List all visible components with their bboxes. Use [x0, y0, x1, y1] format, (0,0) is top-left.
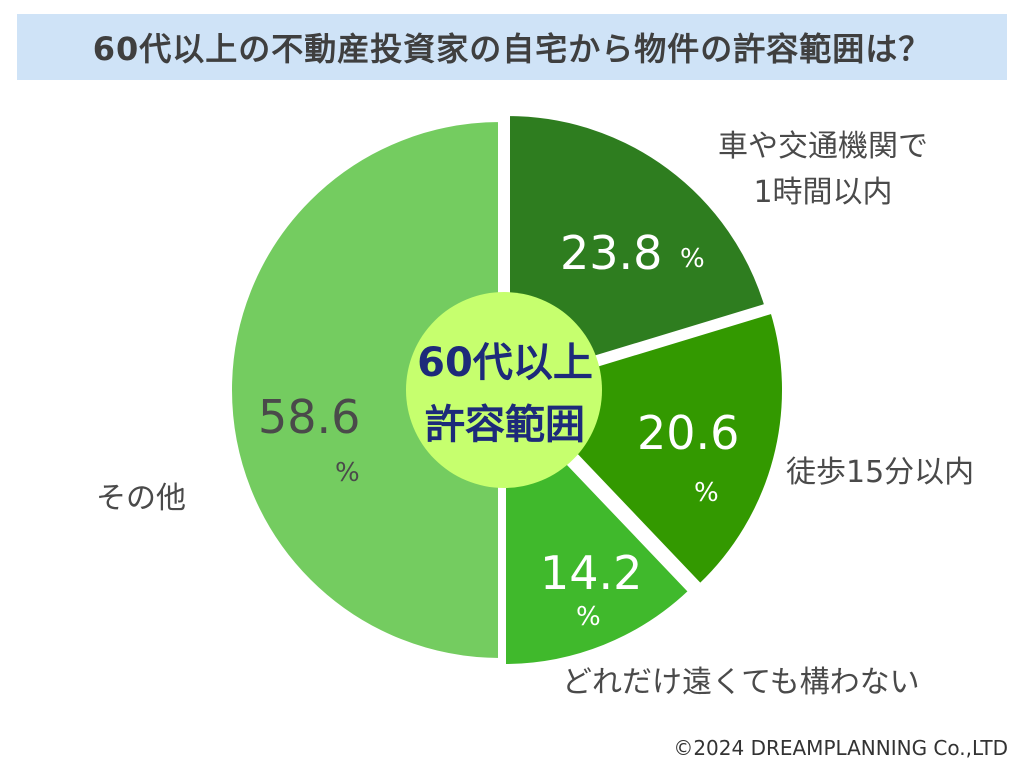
title-bar: 60代以上の不動産投資家の自宅から物件の許容範囲は？: [17, 14, 1007, 80]
slice-label-walk-15min-line-1: 徒歩15分以内: [786, 455, 975, 490]
slice-pct-any-distance: %: [576, 602, 601, 632]
slice-value-other: 58.6: [258, 390, 361, 444]
slice-label-car-1h-line-2: 1時間以内: [753, 175, 893, 210]
slice-pct-other: %: [335, 458, 360, 488]
slice-label-any-distance: どれだけ遠くても構わない: [562, 660, 920, 706]
center-circle: [406, 292, 602, 488]
slice-pct-car-1h: %: [680, 244, 705, 274]
center-label: 60代以上 許容範囲: [385, 332, 625, 456]
slice-label-other: その他: [96, 476, 186, 522]
slice-value-walk-15min: 20.6: [637, 406, 740, 460]
slice-label-other-line-1: その他: [96, 481, 186, 516]
slice-value-any-distance: 14.2: [540, 546, 643, 600]
slice-label-any-distance-line-1: どれだけ遠くても構わない: [562, 665, 920, 700]
chart-title: 60代以上の不動産投資家の自宅から物件の許容範囲は？: [92, 30, 932, 68]
center-label-line-1: 60代以上: [417, 340, 593, 386]
slice-pct-walk-15min: %: [694, 478, 719, 508]
copyright-notice: ©2024 DREAMPLANNING Co.,LTD: [673, 736, 1008, 760]
center-label-line-2: 許容範囲: [425, 402, 585, 448]
slice-car-1h: [506, 112, 769, 386]
slice-label-walk-15min: 徒歩15分以内: [786, 450, 974, 496]
slice-label-car-1h: 車や交通機関で 1時間以内: [692, 124, 954, 216]
slice-label-car-1h-line-1: 車や交通機関で: [718, 129, 928, 164]
slice-value-car-1h: 23.8: [560, 226, 663, 280]
slice-other: [228, 118, 502, 662]
